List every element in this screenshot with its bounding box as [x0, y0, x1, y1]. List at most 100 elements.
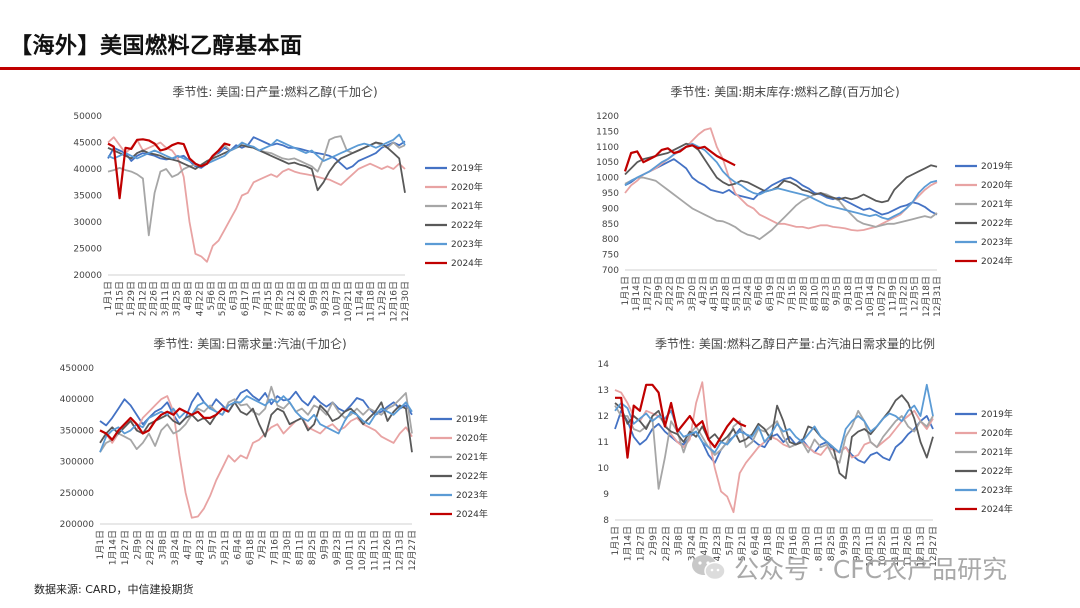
x-tick-label: 2月9日: [132, 530, 143, 559]
x-tick-label: 10月25日: [357, 530, 368, 571]
x-tick-label: 10月25日: [877, 526, 888, 567]
x-tick-label: 9月5日: [832, 276, 843, 305]
legend-label: 2020年: [456, 432, 488, 444]
y-tick-label: 9: [603, 490, 609, 500]
y-tick-label: 450000: [60, 364, 95, 374]
x-tick-label: 4月23日: [712, 526, 723, 561]
x-tick-label: 1月14日: [107, 530, 118, 565]
x-tick-label: 2月9日: [648, 526, 659, 555]
x-tick-label: 10月11日: [345, 530, 356, 571]
x-tick-label: 1月27日: [635, 526, 646, 561]
x-tick-label: 12月18日: [921, 276, 932, 317]
y-tick-label: 400000: [60, 395, 95, 405]
x-tick-label: 8月11日: [295, 530, 306, 565]
x-tick-label: 7月2日: [776, 276, 787, 305]
x-tick-label: 8月23日: [821, 276, 832, 311]
x-tick-label: 10月21日: [343, 281, 354, 322]
y-tick-label: 35000: [73, 192, 102, 202]
x-tick-label: 1月27日: [120, 530, 131, 565]
x-tick-label: 6月3日: [229, 281, 240, 310]
x-tick-label: 6月17日: [240, 281, 251, 316]
x-tick-label: 4月8日: [183, 281, 194, 310]
x-tick-label: 1月1日: [610, 526, 621, 555]
chart-ethanol-inventory: 季节性: 美国:期末库存:燃料乙醇(百万加仑) 700 750 800 850 900 95…: [596, 84, 1013, 317]
legend-label: 2019年: [981, 408, 1013, 420]
x-tick-label: 11月4日: [354, 281, 365, 316]
y-tick-label: 12: [598, 412, 609, 422]
x-tick-label: 8月10日: [809, 276, 820, 311]
chart-title: 季节性: 美国:期末库存:燃料乙醇(百万加仑): [670, 84, 899, 99]
x-tick-label: 2月26日: [149, 281, 160, 316]
x-tick-label: 12月30日: [400, 281, 411, 322]
x-tick-label: 6月18日: [763, 526, 774, 561]
x-tick-label: 5月11日: [731, 276, 742, 311]
x-tick-label: 7月16日: [270, 530, 281, 565]
x-tick-label: 9月9日: [839, 526, 850, 555]
x-tick-label: 8月11日: [814, 526, 825, 561]
legend-label: 2019年: [451, 162, 483, 174]
x-tick-label: 1月27日: [642, 276, 653, 311]
legend-label: 2024年: [451, 257, 483, 269]
x-tick-label: 12月16日: [389, 281, 400, 322]
legend-label: 2020年: [451, 181, 483, 193]
x-tick-label: 5月6日: [206, 281, 217, 310]
legend-label: 2021年: [451, 200, 483, 212]
x-tick-label: 2月22日: [145, 530, 156, 565]
x-tick-label: 3月24日: [170, 530, 181, 565]
y-tick-label: 350000: [60, 426, 95, 436]
series-line-2019年: [99, 388, 413, 427]
legend-label: 2021年: [456, 451, 488, 463]
x-tick-label: 7月2日: [775, 526, 786, 555]
x-tick-label: 7月29日: [274, 281, 285, 316]
y-tick-label: 20000: [73, 271, 102, 281]
x-tick-label: 1月1日: [103, 281, 114, 310]
chart-ethanol-production: 季节性: 美国:日产量:燃料乙醇(千加仑) 20000 25000 30000 3500…: [73, 84, 483, 322]
x-tick-label: 5月24日: [743, 276, 754, 311]
y-tick-label: 25000: [73, 245, 102, 255]
x-tick-label: 1月1日: [95, 530, 106, 559]
x-tick-label: 8月25日: [826, 526, 837, 561]
x-tick-label: 2月9日: [653, 276, 664, 305]
x-tick-label: 8月26日: [297, 281, 308, 316]
x-tick-label: 4月7日: [699, 526, 710, 555]
series-line-2020年: [624, 127, 938, 232]
x-tick-label: 11月11日: [370, 530, 381, 571]
x-tick-label: 4月28日: [720, 276, 731, 311]
watermark-text: 公众号 · CFC农产品研究: [734, 555, 1008, 584]
chart-gasoline-demand: 季节性: 美国:日需求量:汽油(千加仑) 200000 250000 300000 35…: [60, 336, 488, 571]
y-tick-label: 900: [602, 204, 619, 214]
y-tick-label: 1050: [596, 158, 619, 168]
x-tick-label: 11月26日: [382, 530, 393, 571]
x-tick-label: 8月12日: [286, 281, 297, 316]
x-tick-label: 9月9日: [320, 530, 331, 559]
series-line-2022年: [99, 401, 413, 453]
x-tick-label: 7月15日: [787, 276, 798, 311]
x-tick-label: 6月4日: [232, 530, 243, 559]
x-tick-label: 7月30日: [801, 526, 812, 561]
title-divider: [0, 67, 1080, 70]
chart-ethanol-share: 季节性: 美国:燃料乙醇日产量:占汽油日需求量的比例 8 9 10 11 12 13 14 1月…: [598, 336, 1013, 567]
x-tick-label: 12月13日: [915, 526, 926, 567]
x-tick-label: 5月21日: [737, 526, 748, 561]
legend-label: 2022年: [456, 470, 488, 482]
legend-label: 2022年: [451, 219, 483, 231]
series-line-2020年: [107, 136, 406, 263]
y-tick-label: 950: [602, 189, 619, 199]
legend-label: 2022年: [981, 465, 1013, 477]
legend-label: 2021年: [981, 446, 1013, 458]
x-tick-label: 2月22日: [665, 276, 676, 311]
x-tick-label: 3月25日: [172, 281, 183, 316]
source-note: 数据来源: CARD，中信建投期货: [34, 583, 194, 596]
y-tick-label: 1000: [596, 174, 619, 184]
x-tick-label: 6月19日: [765, 276, 776, 311]
legend-label: 2021年: [981, 198, 1013, 210]
x-tick-label: 11月11日: [890, 526, 901, 567]
page-title: 【海外】美国燃料乙醇基本面: [10, 34, 303, 59]
y-tick-label: 11: [598, 438, 609, 448]
y-tick-label: 700: [602, 266, 619, 276]
x-tick-label: 7月2日: [257, 530, 268, 559]
x-tick-label: 9月23日: [852, 526, 863, 561]
x-tick-label: 10月7日: [331, 281, 342, 316]
x-tick-label: 3月11日: [160, 281, 171, 316]
x-tick-label: 1月15日: [114, 281, 125, 316]
